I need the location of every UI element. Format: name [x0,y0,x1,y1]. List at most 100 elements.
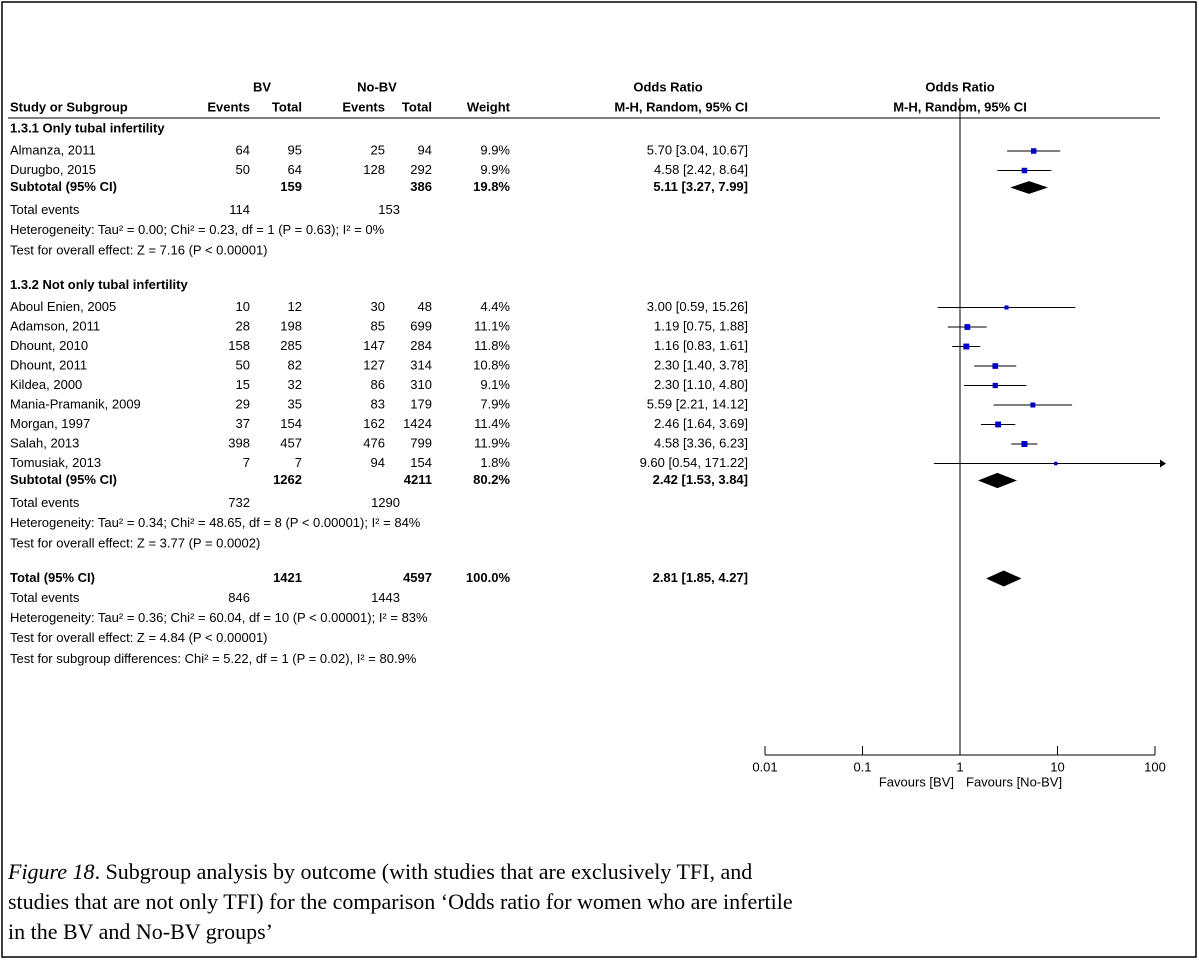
cell: 699 [410,318,432,333]
cell: Aboul Enien, 2005 [10,299,116,314]
cell: 1424 [403,416,432,431]
column-header: Weight [467,99,511,114]
cell: 1.3.1 Only tubal infertility [10,120,165,135]
cell: Dhount, 2010 [10,338,88,353]
cell: 2.46 [1.64, 3.69] [654,416,748,431]
cell: 154 [280,416,302,431]
cell: 310 [410,377,432,392]
cell: 80.2% [473,472,510,487]
cell: 1290 [371,495,400,510]
cell: 127 [363,357,385,372]
cell: 7.9% [480,396,510,411]
cell: Test for overall effect: Z = 4.84 (P < 0… [10,630,268,645]
x-tick-label: 100 [1144,759,1166,774]
cell: 19.8% [473,179,510,194]
cell: 30 [371,299,385,314]
caption-line: studies that are not only TFI) for the c… [8,889,793,914]
cell: 179 [410,396,432,411]
column-header: M-H, Random, 95% CI [614,99,748,114]
cell: 5.70 [3.04, 10.67] [647,142,748,157]
cell: 7 [295,455,302,470]
cell: 799 [410,435,432,450]
cell: 1.8% [480,455,510,470]
caption-text: . Subgroup analysis by outcome (with stu… [95,859,753,884]
cell: 198 [280,318,302,333]
cell: 2.81 [1.85, 4.27] [653,570,748,585]
cell: 2.42 [1.53, 3.84] [653,472,748,487]
cell: 1.19 [0.75, 1.88] [654,318,748,333]
cell: 2.30 [1.40, 3.78] [654,357,748,372]
cell: 15 [236,377,250,392]
cell: 28 [236,318,250,333]
cell: Durugbo, 2015 [10,162,96,177]
cell: Heterogeneity: Tau² = 0.36; Chi² = 60.04… [10,610,428,625]
cell: Heterogeneity: Tau² = 0.00; Chi² = 0.23,… [10,222,385,237]
cell: 11.1% [474,318,510,333]
cell: 9.1% [480,377,510,392]
point-estimate [1030,148,1037,154]
cell: 95 [288,142,302,157]
group-header: Odds Ratio [633,79,702,94]
cell: 3.00 [0.59, 15.26] [647,299,748,314]
cell: Tomusiak, 2013 [10,455,101,470]
column-header: Events [342,99,385,114]
cell: 83 [371,396,385,411]
cell: 285 [280,338,302,353]
point-estimate [992,382,998,389]
cell: 154 [410,455,432,470]
x-tick-label: 0.01 [752,759,777,774]
cell: Almanza, 2011 [10,142,96,157]
group-header: BV [253,79,271,94]
cell: 10 [236,299,250,314]
cell: Total (95% CI) [10,570,95,585]
caption-label: Figure 18 [7,859,95,884]
cell: 128 [363,162,385,177]
caption-line: in the BV and No-BV groups’ [8,919,273,944]
point-estimate [1004,305,1009,310]
point-estimate [963,343,970,350]
cell: 292 [410,162,432,177]
point-estimate [1021,167,1028,174]
cell: 85 [371,318,385,333]
cell: 398 [228,435,250,450]
point-estimate [992,363,999,369]
x-tick-label: 0.1 [853,759,871,774]
pooled-diamond [986,570,1022,587]
cell: 476 [363,435,385,450]
cell: 32 [288,377,302,392]
cell: Test for overall effect: Z = 7.16 (P < 0… [10,242,268,257]
x-axis-label: Favours [No-BV] [966,774,1062,789]
cell: Kildea, 2000 [10,377,82,392]
cell: 314 [410,357,432,372]
cell: 5.11 [3.27, 7.99] [653,179,748,194]
cell: Subtotal (95% CI) [10,472,117,487]
cell: 86 [371,377,385,392]
cell: 9.9% [480,142,510,157]
cell: 114 [229,202,250,217]
cell: 94 [371,455,385,470]
cell: Total events [10,202,80,217]
column-header: Total [272,99,302,114]
cell: 2.30 [1.10, 4.80] [654,377,748,392]
cell: 284 [410,338,432,353]
cell: Heterogeneity: Tau² = 0.34; Chi² = 48.65… [10,515,421,530]
cell: 4.4% [480,299,510,314]
cell: Morgan, 1997 [10,416,90,431]
cell: 82 [288,357,302,372]
cell: 153 [378,202,400,217]
cell: 1.3.2 Not only tubal infertility [10,277,188,292]
x-tick-label: 10 [1050,759,1064,774]
point-estimate [1021,441,1028,447]
cell: 25 [371,142,385,157]
x-axis-label: Favours [BV] [879,774,954,789]
cell: 159 [280,179,302,194]
cell: 94 [418,142,432,157]
cell: 64 [288,162,302,177]
cell: 158 [228,338,250,353]
cell: 50 [236,357,250,372]
group-header: Odds Ratio [925,79,994,94]
cell: 147 [363,338,385,353]
column-header: Events [207,99,250,114]
